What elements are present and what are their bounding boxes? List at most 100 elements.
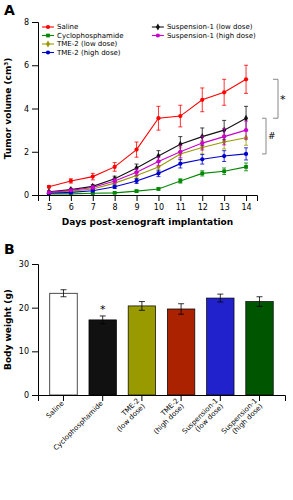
error-bar-cap — [244, 106, 248, 107]
error-bar-cap — [222, 120, 226, 121]
error-bar-cap — [200, 111, 204, 112]
annotation-text: # — [268, 131, 276, 141]
error-bar-cap — [91, 173, 95, 174]
tick-mark — [32, 351, 38, 352]
series — [47, 65, 248, 189]
error-bar — [156, 157, 160, 166]
error-bar — [178, 304, 184, 314]
point — [91, 185, 95, 189]
error-bar-cap — [156, 130, 160, 131]
tick-mark — [259, 395, 260, 401]
point — [113, 175, 117, 182]
axis: 567891011121314 — [39, 195, 258, 212]
point — [178, 162, 182, 166]
error-bar-cap — [200, 87, 204, 88]
error-bar-cap — [244, 65, 248, 66]
legend-item: Cyclophosphamide — [42, 32, 124, 40]
bracket — [262, 118, 266, 154]
series-line — [49, 138, 246, 193]
tick-label: 11 — [176, 203, 186, 212]
error-bar-stem — [220, 294, 221, 302]
error-bar-cap — [178, 303, 184, 304]
legend-label: TME-2 (high dose) — [56, 49, 121, 57]
tick-label: 6 — [24, 61, 29, 70]
error-bar-cap — [156, 165, 160, 166]
error-bar-cap — [139, 310, 145, 311]
tick-mark — [181, 395, 182, 401]
error-bar — [113, 179, 117, 183]
tick: 12 — [198, 195, 208, 212]
error-bar-cap — [200, 175, 204, 176]
error-bar-cap — [222, 167, 226, 168]
legend-label: Suspension-1 (high dose) — [167, 32, 256, 40]
point — [47, 185, 51, 189]
error-bar-cap — [200, 127, 204, 128]
tick: 0 — [24, 191, 38, 200]
panel: A56789101112131402468Days post-xenograft… — [3, 2, 286, 227]
error-bar-cap — [100, 323, 106, 324]
error-bar — [200, 88, 204, 112]
error-bar — [244, 148, 248, 160]
error-bar-cap — [222, 150, 226, 151]
bar — [50, 293, 77, 395]
tick-mark — [49, 195, 50, 201]
tick-label: 8 — [113, 203, 118, 212]
point — [113, 191, 117, 195]
plot-area — [50, 290, 273, 395]
error-bar-cap — [222, 144, 226, 145]
error-bar — [257, 297, 263, 307]
point — [244, 115, 248, 122]
error-bar-cap — [135, 169, 139, 170]
error-bar-cap — [244, 145, 248, 146]
error-bar-cap — [200, 153, 204, 154]
point — [113, 185, 117, 189]
series — [47, 121, 248, 194]
legend-item: Suspension-1 (low dose) — [152, 23, 253, 31]
point — [222, 169, 226, 173]
error-bar-cap — [222, 105, 226, 106]
point — [200, 98, 204, 102]
series — [47, 106, 248, 195]
error-bar-cap — [139, 301, 145, 302]
y-axis-title: Body weight (g) — [3, 289, 13, 370]
tick-mark — [32, 308, 38, 309]
error-bar-cap — [222, 161, 226, 162]
legend-label: TME-2 (low dose) — [56, 40, 118, 48]
error-bar — [222, 79, 226, 105]
error-bar-cap — [60, 289, 66, 290]
tick: 11 — [176, 195, 186, 212]
error-bar — [200, 136, 204, 150]
tick: 8 — [24, 18, 38, 27]
error-bar-stem — [102, 316, 103, 324]
error-bar-stem — [141, 302, 142, 311]
tick-label: 10 — [19, 347, 29, 356]
bar — [128, 306, 155, 395]
error-bar — [244, 121, 248, 139]
tick: 6 — [69, 195, 74, 212]
annotation: * — [273, 79, 286, 118]
tick: 20 — [19, 304, 38, 313]
tick-label: 12 — [198, 203, 208, 212]
error-bar-stem — [259, 297, 260, 307]
legend-marker — [156, 24, 160, 31]
error-bar-cap — [257, 296, 263, 297]
tick-label: 7 — [91, 203, 96, 212]
tick: 8 — [113, 195, 118, 212]
tick-mark — [71, 195, 72, 201]
point — [222, 154, 226, 158]
tick: Suspension-1(high dose) — [220, 395, 265, 441]
tick-label-line: Cyclophosphamide — [52, 399, 105, 452]
point — [244, 128, 248, 132]
tick-label: 0 — [24, 391, 29, 400]
error-bar — [91, 173, 95, 179]
error-bar — [135, 178, 139, 183]
error-bar-cap — [222, 148, 226, 149]
error-bar-cap — [178, 314, 184, 315]
error-bar-cap — [178, 105, 182, 106]
error-bar-cap — [135, 175, 139, 176]
legend-item: TME-2 (high dose) — [42, 49, 121, 57]
series-line — [49, 154, 246, 193]
axis-line — [32, 265, 39, 396]
tick: 0 — [24, 391, 38, 400]
tick-label: 4 — [24, 105, 29, 114]
